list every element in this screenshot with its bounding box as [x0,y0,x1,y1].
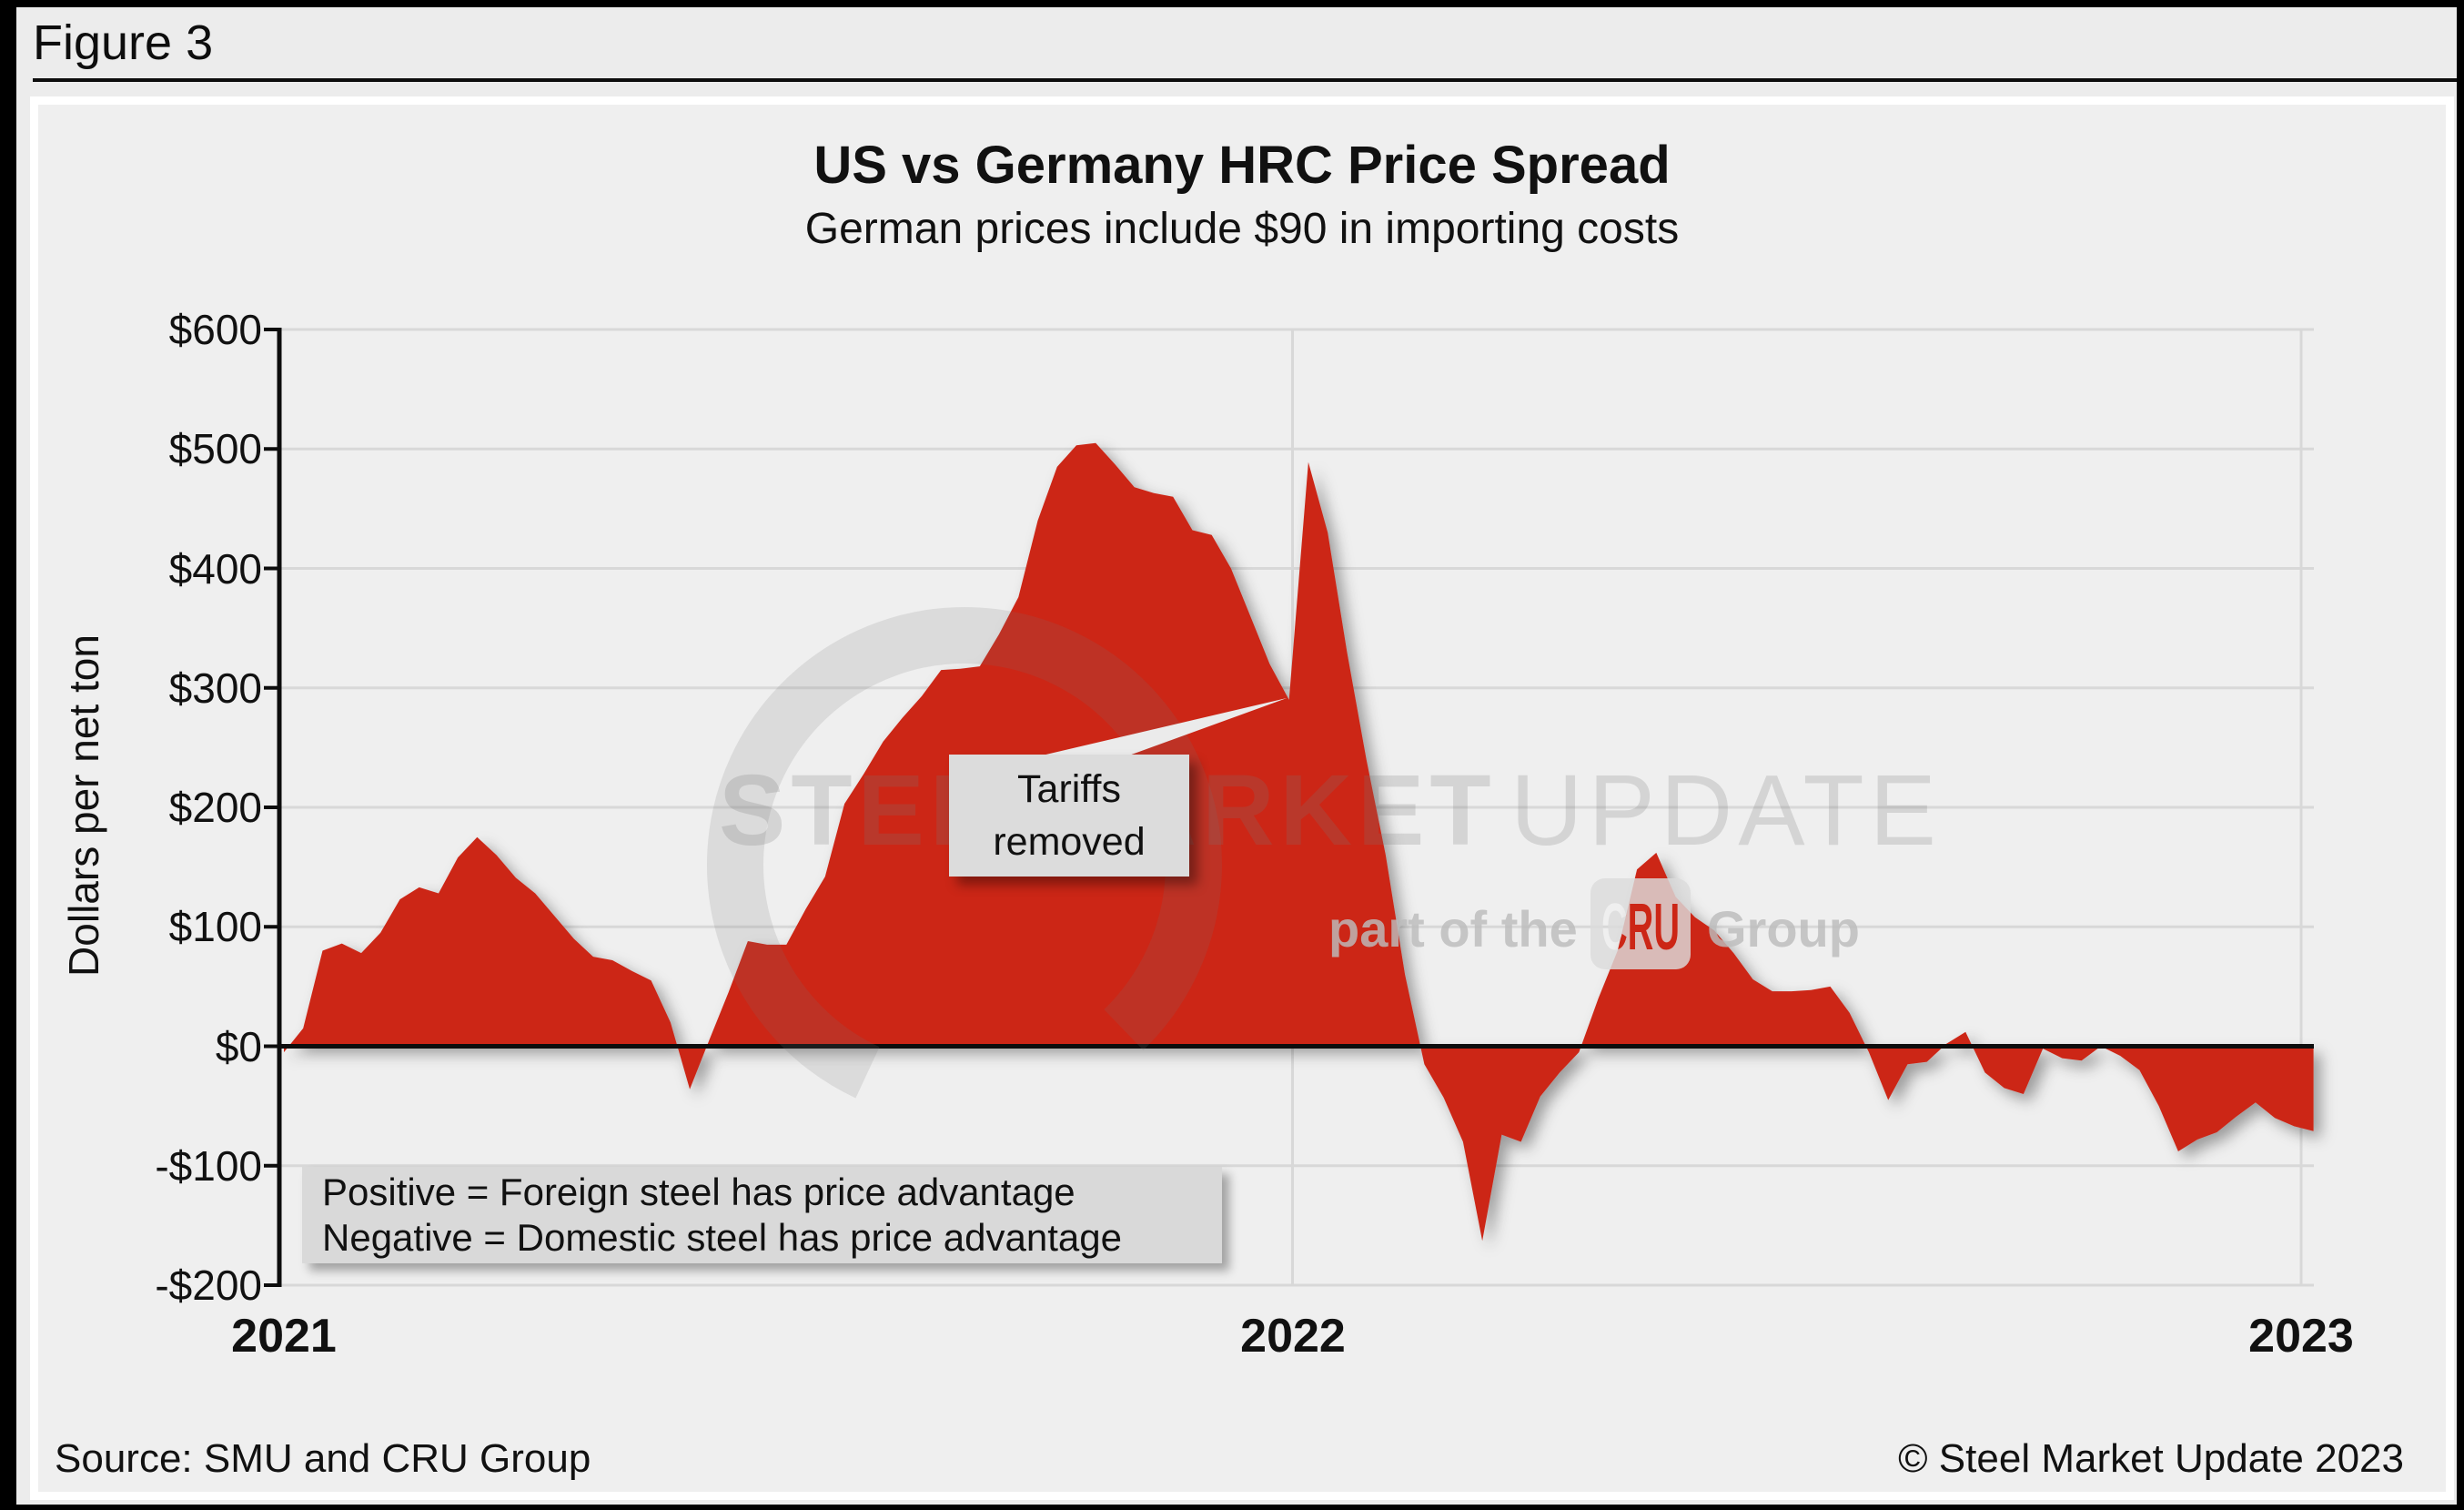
y-tick-label: $300 [168,664,262,712]
y-tick-label: $0 [215,1022,262,1070]
annotation-line-2: removed [993,820,1146,864]
y-tick-label: -$100 [155,1141,262,1190]
x-tick-2022: 2022 [1240,1310,1346,1363]
y-tick-label: -$200 [155,1262,262,1309]
y-tick-label: $500 [168,425,262,473]
x-tick-2021: 2021 [231,1310,337,1363]
y-tick-label: $200 [168,784,262,831]
source-credit: Source: SMU and CRU Group [55,1436,591,1481]
y-axis-title: Dollars per net ton [60,634,107,977]
note-line-negative: Negative = Domestic steel has price adva… [322,1216,1122,1259]
chart-subtitle: German prices include $90 in importing c… [804,205,1680,253]
copyright-notice: © Steel Market Update 2023 [1898,1436,2404,1481]
svg-text:Group: Group [1707,900,1860,958]
sign-legend-note: Positive = Foreign steel has price advan… [302,1167,1222,1263]
y-tick-label: $400 [168,544,262,593]
x-tick-2023: 2023 [2248,1310,2354,1363]
y-tick-label: $100 [168,903,262,951]
chart-title: US vs Germany HRC Price Spread [813,136,1671,195]
tariffs-removed-annotation: Tariffs removed [949,755,1189,877]
svg-text:part of the: part of the [1328,900,1578,958]
figure-label: Figure 3 [33,15,214,70]
note-line-positive: Positive = Foreign steel has price advan… [322,1171,1075,1213]
annotation-line-1: Tariffs [1017,767,1121,811]
header-rule [33,78,2457,82]
y-tick-label: $600 [168,306,262,353]
